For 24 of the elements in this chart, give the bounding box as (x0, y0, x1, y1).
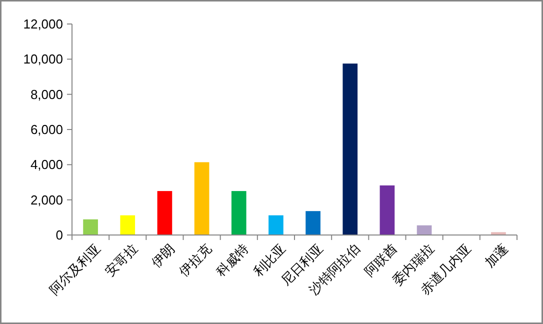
y-tick-label: 0 (56, 228, 63, 243)
bar (342, 64, 358, 235)
y-tick-label: 10,000 (23, 52, 63, 67)
x-tick-label: 安哥拉 (102, 240, 140, 280)
bar (380, 185, 395, 235)
x-tick-label: 伊朗 (148, 240, 178, 270)
y-tick-label: 12,000 (23, 16, 63, 32)
y-tick-label: 8,000 (30, 86, 63, 102)
bar (231, 191, 246, 235)
bar (491, 232, 506, 235)
y-tick-label: 6,000 (30, 122, 63, 138)
bar (83, 219, 98, 235)
bar (306, 211, 320, 235)
y-tick-label: 2,000 (30, 192, 63, 208)
bar (120, 215, 136, 235)
bar (268, 215, 284, 235)
bar (194, 162, 210, 235)
x-tick-label: 阿尔及利亚 (46, 240, 104, 298)
bar (157, 191, 172, 235)
x-tick-label: 科威特 (213, 240, 252, 280)
x-tick-label: 加蓬 (482, 240, 512, 270)
bar (416, 225, 432, 235)
y-tick-label: 4,000 (30, 157, 63, 172)
x-tick-label: 伊拉克 (176, 240, 214, 280)
